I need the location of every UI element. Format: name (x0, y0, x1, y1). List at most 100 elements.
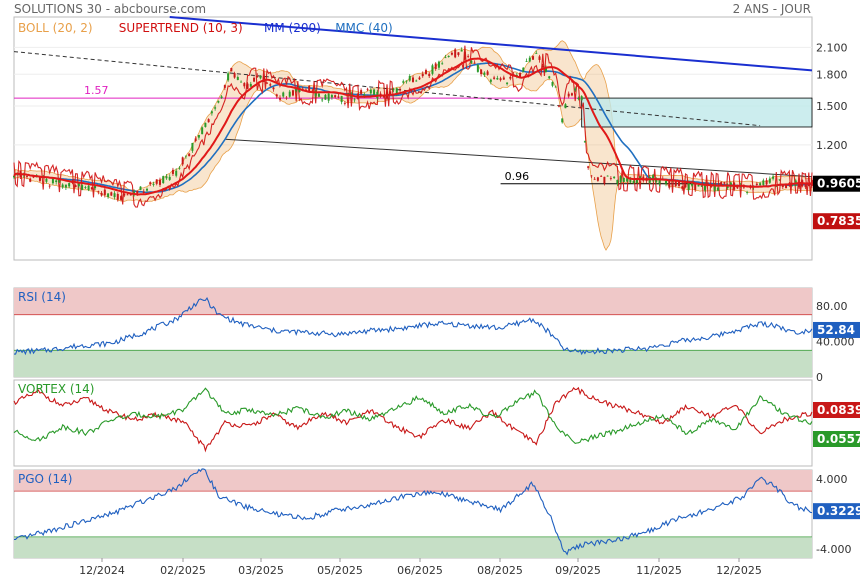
candle-body (275, 94, 278, 97)
supertrend-line (13, 45, 813, 208)
candle-body (577, 97, 580, 100)
candle-body (158, 179, 161, 185)
rsi-line (14, 297, 813, 356)
candle-body (84, 187, 87, 188)
candle-body (554, 86, 557, 88)
candle-body (541, 65, 544, 68)
candle-body (120, 196, 123, 200)
candle-body (223, 85, 226, 88)
candle-body (373, 89, 376, 95)
candle-body (502, 77, 505, 80)
candle-body (107, 193, 110, 197)
candle-body (681, 186, 684, 189)
level-label-157: 1.57 (84, 84, 109, 97)
y-tick-label: -4.000 (816, 543, 851, 556)
price-y-tick-label: 1.200 (816, 139, 848, 152)
candle-body (444, 57, 447, 59)
legend-item: BOLL (20, 2) (18, 21, 93, 35)
candle-body (279, 97, 281, 100)
trend-red-line (13, 57, 813, 196)
candle-body (308, 85, 311, 93)
candle-body (230, 67, 233, 72)
vortex-panel: VORTEX (14) 0.0839 0.0557 (13, 382, 860, 453)
candle-body (139, 186, 142, 190)
candle-body (548, 76, 551, 79)
candle-body (635, 178, 638, 183)
candle-body (233, 73, 236, 78)
candle-body (762, 180, 765, 185)
candle-body (311, 89, 314, 91)
candle-body (450, 52, 453, 55)
vortex-minus-tag: 0.0839 (817, 403, 860, 417)
candle-body (149, 182, 152, 185)
legend-item: SUPERTREND (10, 3) (119, 21, 243, 35)
candle-body (470, 60, 473, 63)
candle-body (61, 184, 64, 188)
candle-body (58, 179, 61, 183)
candle-body (545, 67, 547, 72)
candle-body (593, 178, 596, 180)
candle-body (785, 184, 788, 189)
x-tick-label: 05/2025 (317, 564, 363, 577)
candle-body (486, 71, 489, 75)
candle-body (405, 80, 408, 82)
candle-body (243, 83, 246, 87)
candle-body (587, 166, 590, 168)
candle-body (97, 191, 100, 192)
candle-body (87, 185, 90, 191)
candle-body (210, 111, 213, 114)
candle-body (564, 104, 567, 109)
candle-body (525, 61, 528, 62)
candle-body (622, 177, 625, 182)
candle-body (369, 89, 372, 94)
candle-body (668, 180, 671, 188)
candle-body (340, 95, 343, 103)
candle-body (74, 185, 77, 188)
candle-body (45, 178, 48, 182)
candle-body (412, 77, 414, 82)
y-tick-label: 4.000 (816, 473, 848, 486)
candle-body (113, 193, 116, 198)
candle-body (454, 49, 457, 58)
pgo-value-tag-bg (813, 503, 860, 520)
overbought-zone (14, 288, 812, 315)
candle-body (697, 185, 700, 187)
candle-body (768, 178, 771, 183)
candle-body (600, 175, 603, 177)
candle-body (489, 79, 492, 82)
candle-body (463, 52, 466, 60)
pgo-legend: PGO (14) (18, 472, 72, 486)
candle-body (720, 182, 723, 186)
candle-body (194, 138, 197, 141)
x-tick-label: 11/2025 (636, 564, 682, 577)
candle-body (126, 194, 129, 196)
x-axis: 12/2024 02/2025 03/2025 05/2025 06/2025 08/20… (79, 558, 762, 577)
candle-body (694, 184, 697, 191)
candle-body (629, 179, 632, 183)
candle-body (123, 193, 126, 196)
candle-body (360, 90, 363, 94)
x-tick-label: 02/2025 (160, 564, 206, 577)
candle-body (363, 94, 366, 96)
candle-body (256, 75, 259, 78)
candle-body (285, 97, 288, 99)
rsi-value-tag-bg (813, 321, 860, 338)
candle-body (713, 184, 716, 191)
candle-body (460, 49, 463, 52)
candle-body (551, 82, 554, 86)
candle-body (337, 96, 340, 98)
candle-body (473, 62, 476, 64)
candle-body (807, 185, 810, 187)
candle-body (619, 176, 622, 183)
candle-body (259, 76, 262, 79)
candle-body (399, 88, 402, 90)
candle-body (532, 56, 535, 60)
level-label-096: 0.96 (505, 170, 529, 183)
candle-body (68, 183, 71, 187)
candle-body (178, 167, 181, 169)
candle-body (499, 78, 502, 81)
x-tick-label: 12/2025 (716, 564, 762, 577)
period-label[interactable]: 2 ANS - JOUR (733, 2, 811, 16)
candle-body (519, 73, 522, 77)
y-tick-label: 0 (816, 371, 823, 384)
